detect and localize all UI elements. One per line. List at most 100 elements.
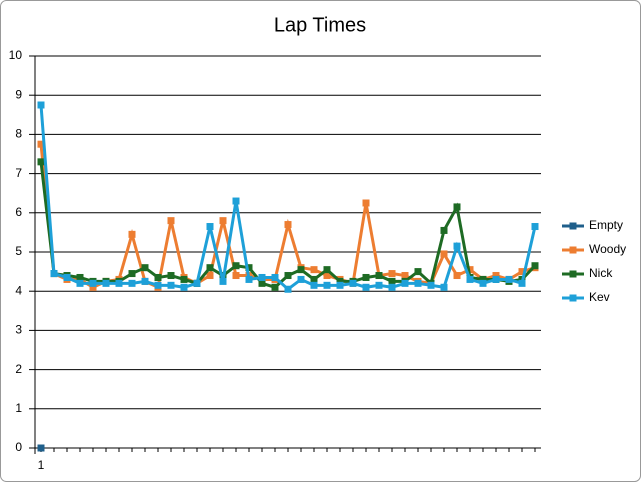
point-marker bbox=[258, 273, 266, 281]
y-tick-label: 6 bbox=[15, 205, 22, 219]
point-marker bbox=[141, 264, 149, 272]
point-marker bbox=[50, 270, 58, 278]
point-marker bbox=[245, 275, 253, 283]
point-marker bbox=[362, 273, 370, 281]
point-marker bbox=[310, 275, 318, 283]
point-marker bbox=[440, 250, 448, 258]
point-marker bbox=[466, 275, 474, 283]
point-marker bbox=[154, 273, 162, 281]
point-marker bbox=[388, 270, 396, 278]
point-marker bbox=[518, 268, 526, 276]
point-marker bbox=[128, 230, 136, 238]
point-marker bbox=[37, 158, 45, 166]
point-marker bbox=[258, 279, 266, 287]
point-marker bbox=[427, 281, 435, 289]
y-tick-label: 4 bbox=[15, 283, 22, 297]
legend-marker bbox=[569, 294, 577, 302]
point-marker bbox=[531, 262, 539, 270]
point-marker bbox=[336, 277, 344, 285]
point-marker bbox=[206, 264, 214, 272]
point-marker bbox=[362, 283, 370, 291]
legend-marker bbox=[569, 222, 577, 230]
point-marker bbox=[271, 283, 279, 291]
point-marker bbox=[388, 283, 396, 291]
y-tick-label: 10 bbox=[9, 48, 23, 62]
y-tick-label: 3 bbox=[15, 323, 22, 337]
legend-label: Kev bbox=[589, 290, 610, 304]
point-marker bbox=[180, 283, 188, 291]
point-marker bbox=[349, 279, 357, 287]
chart-title: Lap Times bbox=[274, 14, 366, 36]
point-marker bbox=[271, 273, 279, 281]
point-marker bbox=[128, 279, 136, 287]
point-marker bbox=[414, 279, 422, 287]
point-marker bbox=[206, 272, 214, 280]
point-marker bbox=[453, 242, 461, 250]
point-marker bbox=[284, 221, 292, 229]
point-marker bbox=[167, 272, 175, 280]
point-marker bbox=[492, 275, 500, 283]
legend-label: Empty bbox=[589, 218, 623, 232]
legend-label: Woody bbox=[589, 242, 626, 256]
point-marker bbox=[440, 226, 448, 234]
point-marker bbox=[310, 266, 318, 274]
point-marker bbox=[479, 279, 487, 287]
point-marker bbox=[323, 266, 331, 274]
point-marker bbox=[479, 275, 487, 283]
y-tick-label: 7 bbox=[15, 166, 22, 180]
point-marker bbox=[141, 277, 149, 285]
point-marker bbox=[89, 283, 97, 291]
y-tick-label: 0 bbox=[15, 440, 22, 454]
point-marker bbox=[310, 281, 318, 289]
point-marker bbox=[531, 223, 539, 231]
point-marker bbox=[323, 272, 331, 280]
point-marker bbox=[167, 281, 175, 289]
y-tick-label: 5 bbox=[15, 244, 22, 258]
point-marker bbox=[115, 279, 123, 287]
point-marker bbox=[76, 273, 84, 281]
point-marker bbox=[401, 272, 409, 280]
point-marker bbox=[362, 199, 370, 207]
point-marker bbox=[453, 203, 461, 211]
point-marker bbox=[37, 140, 45, 148]
point-marker bbox=[37, 101, 45, 109]
legend-marker bbox=[569, 246, 577, 254]
point-marker bbox=[219, 217, 227, 225]
point-marker bbox=[102, 279, 110, 287]
point-marker bbox=[505, 275, 513, 283]
point-marker bbox=[128, 270, 136, 278]
point-marker bbox=[89, 279, 97, 287]
point-marker bbox=[245, 264, 253, 272]
point-marker bbox=[232, 272, 240, 280]
point-marker bbox=[323, 281, 331, 289]
point-marker bbox=[388, 277, 396, 285]
point-marker bbox=[518, 279, 526, 287]
point-marker bbox=[336, 281, 344, 289]
point-marker bbox=[492, 272, 500, 280]
point-marker bbox=[206, 223, 214, 231]
y-tick-label: 1 bbox=[15, 401, 22, 415]
point-marker bbox=[440, 283, 448, 291]
y-tick-label: 8 bbox=[15, 127, 22, 141]
legend-label: Nick bbox=[589, 266, 613, 280]
legend-marker bbox=[569, 270, 577, 278]
point-marker bbox=[219, 277, 227, 285]
point-marker bbox=[401, 279, 409, 287]
point-marker bbox=[375, 281, 383, 289]
point-marker bbox=[193, 279, 201, 287]
x-tick-label: 1 bbox=[38, 458, 45, 472]
point-marker bbox=[76, 279, 84, 287]
point-marker bbox=[297, 266, 305, 274]
point-marker bbox=[284, 272, 292, 280]
point-marker bbox=[375, 272, 383, 280]
point-marker bbox=[167, 217, 175, 225]
point-marker bbox=[63, 273, 71, 281]
point-marker bbox=[453, 272, 461, 280]
point-marker bbox=[37, 444, 45, 452]
point-marker bbox=[232, 197, 240, 205]
point-marker bbox=[154, 281, 162, 289]
point-marker bbox=[414, 268, 422, 276]
y-tick-label: 9 bbox=[15, 87, 22, 101]
